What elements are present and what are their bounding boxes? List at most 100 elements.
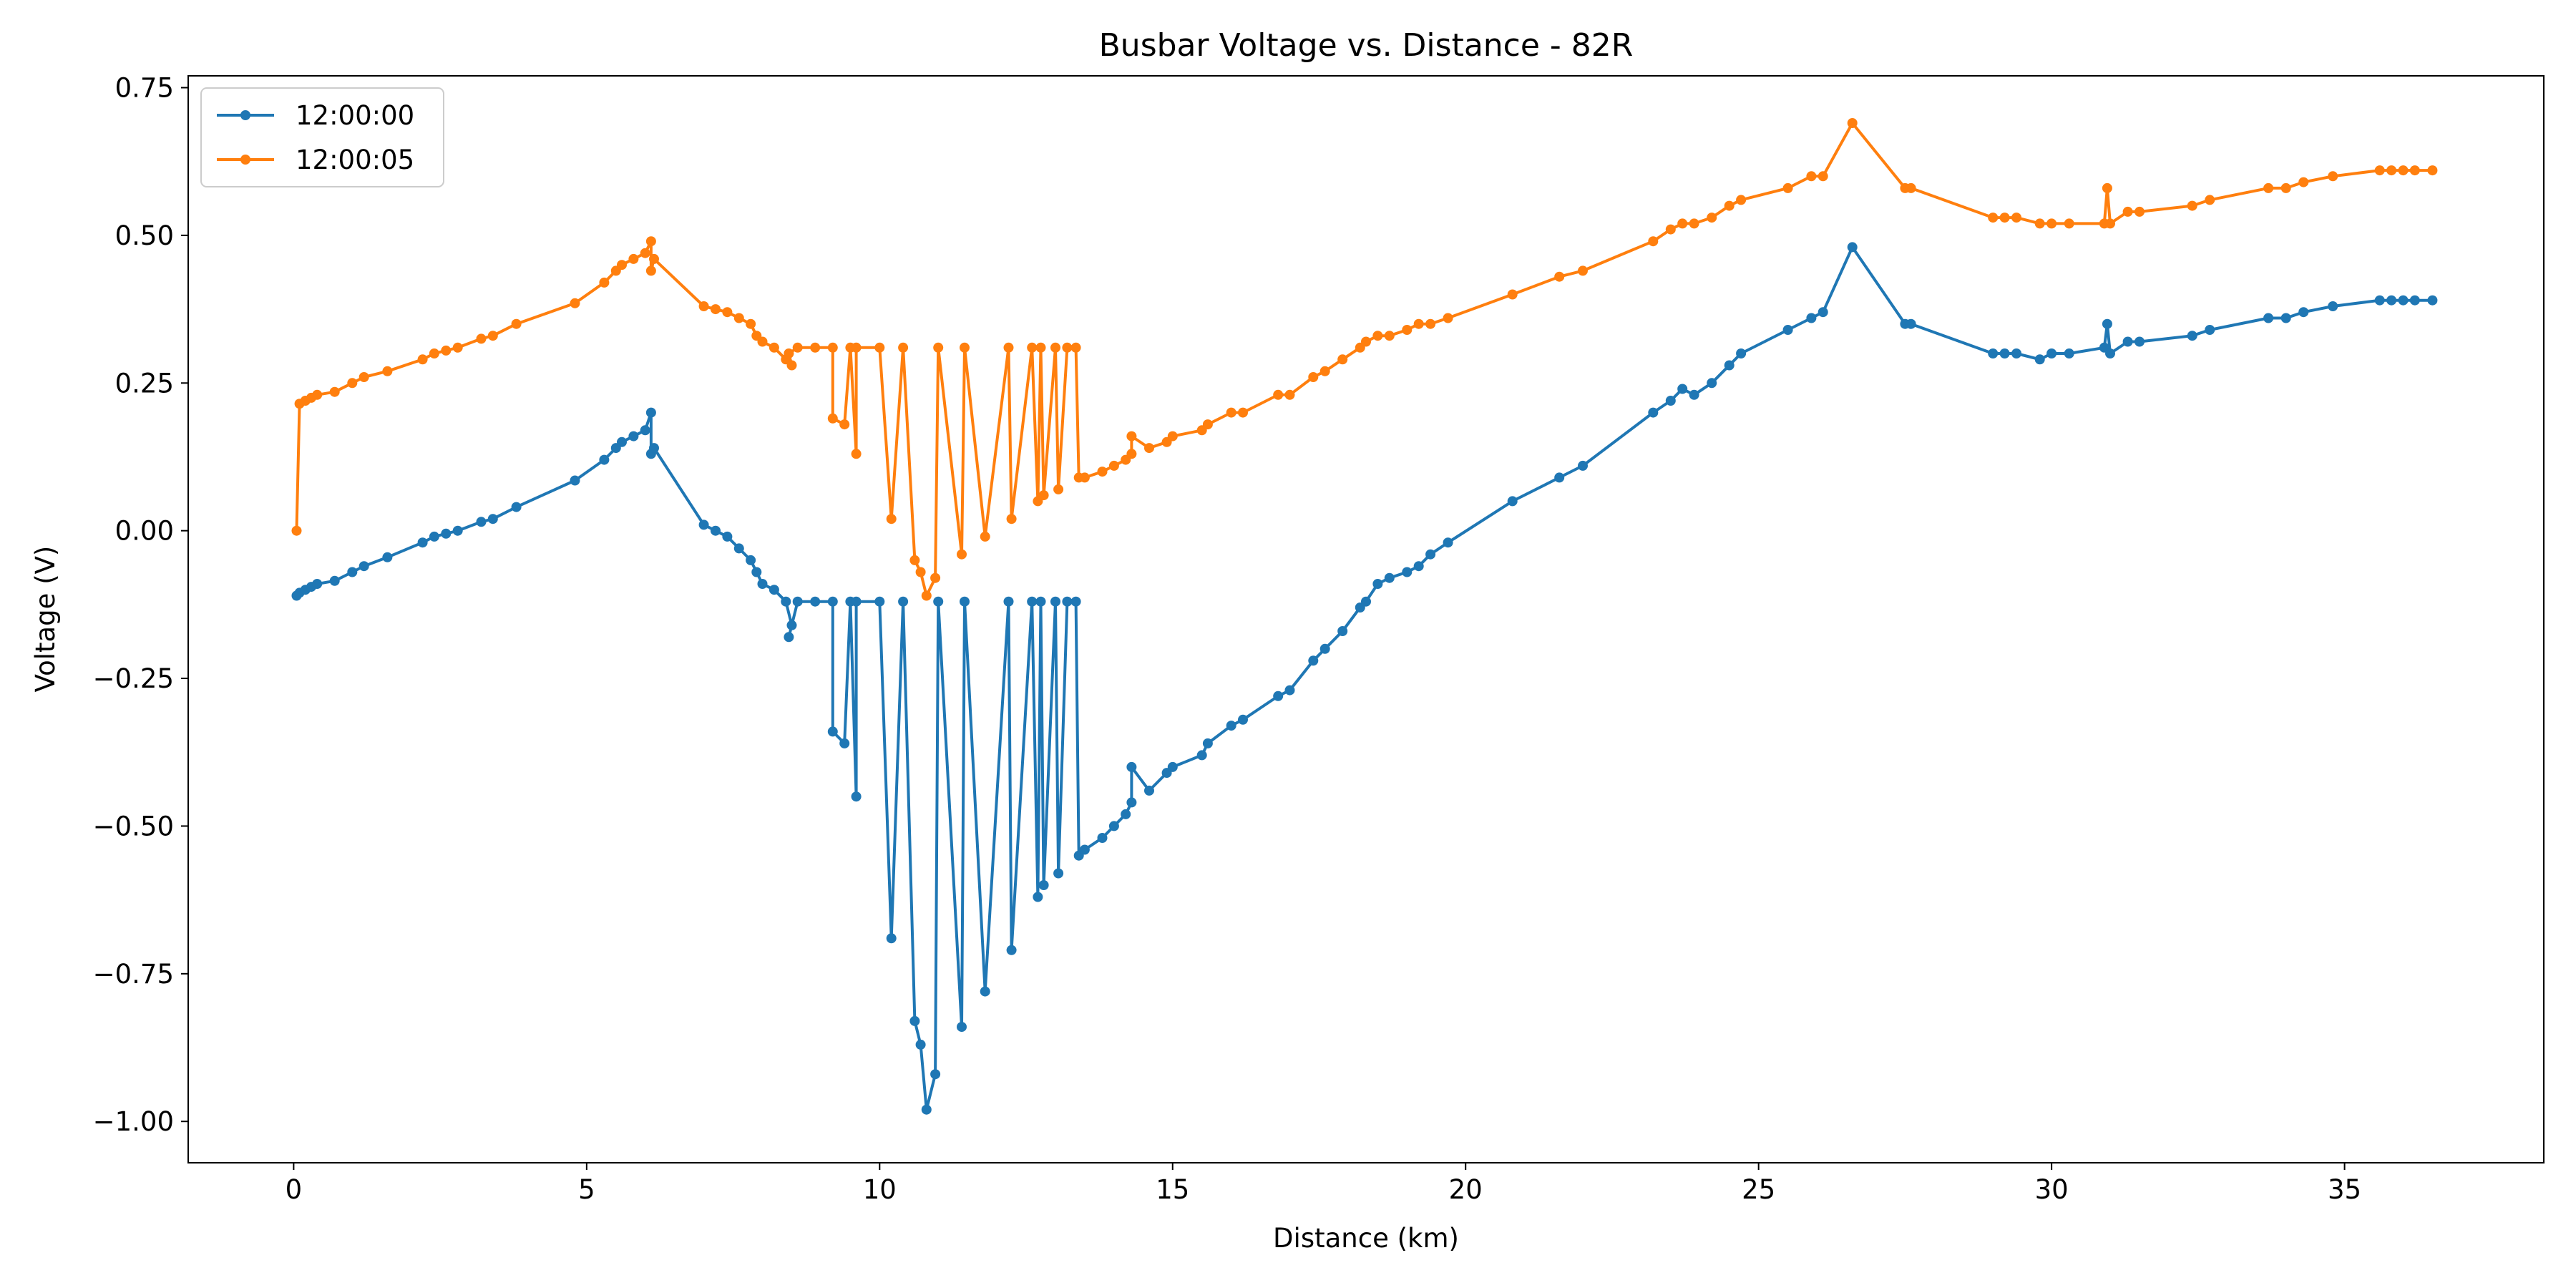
data-point <box>382 366 393 376</box>
data-point <box>1062 342 1073 353</box>
data-point <box>452 525 463 536</box>
data-point <box>1226 407 1236 418</box>
data-point <box>839 419 850 430</box>
data-point <box>2205 325 2215 335</box>
data-point <box>1337 354 1348 365</box>
legend-swatch-marker <box>240 110 250 120</box>
data-point <box>1372 331 1383 341</box>
data-point <box>2122 336 2133 347</box>
data-point <box>2280 182 2291 193</box>
data-point <box>874 596 885 607</box>
x-axis-label: Distance (km) <box>1273 1223 1459 1254</box>
data-point <box>1033 892 1043 902</box>
data-point <box>1443 313 1453 323</box>
data-point <box>1196 750 1207 761</box>
data-point <box>960 342 970 353</box>
data-point <box>452 342 463 353</box>
data-point <box>2298 307 2309 318</box>
data-point <box>1097 833 1108 843</box>
data-point <box>1413 561 1424 572</box>
data-point <box>2374 295 2385 306</box>
data-point <box>1006 514 1017 525</box>
data-point <box>1038 880 1049 890</box>
data-point <box>1050 342 1060 353</box>
data-point <box>2064 218 2074 229</box>
legend-entry-label: 12:00:05 <box>296 145 414 175</box>
data-point <box>1038 490 1049 501</box>
data-point <box>649 253 659 264</box>
data-point <box>617 260 627 270</box>
data-point <box>1425 549 1436 560</box>
data-point <box>2280 313 2291 323</box>
data-point <box>2328 301 2338 311</box>
data-point <box>1689 389 1699 400</box>
data-point <box>827 342 838 353</box>
data-point <box>851 342 862 353</box>
data-point <box>746 555 756 565</box>
x-tick-label: 5 <box>578 1174 595 1205</box>
data-point <box>930 572 941 583</box>
data-point <box>1999 348 2010 358</box>
data-point <box>1806 171 1817 182</box>
data-point <box>1308 655 1319 666</box>
data-point <box>1648 236 1659 247</box>
data-point <box>640 425 650 436</box>
data-point <box>1818 171 1828 182</box>
legend: 12:00:00 12:00:05 <box>200 87 444 187</box>
data-point <box>1202 738 1213 748</box>
y-axis-label: Voltage (V) <box>30 546 61 693</box>
data-point <box>429 531 439 542</box>
data-point <box>915 1039 926 1050</box>
data-point <box>1999 213 2010 223</box>
data-point <box>649 443 659 454</box>
data-point <box>382 552 393 562</box>
data-point <box>733 543 744 554</box>
data-point <box>839 738 850 748</box>
data-point <box>1167 761 1178 772</box>
data-point <box>1284 685 1295 696</box>
data-point <box>874 342 885 353</box>
data-point <box>2398 165 2409 176</box>
data-point <box>1554 271 1565 282</box>
data-point <box>898 596 909 607</box>
data-point <box>957 549 967 560</box>
data-point <box>2298 177 2309 187</box>
data-point <box>1988 213 1999 223</box>
data-point <box>1665 224 1676 235</box>
data-point <box>1053 484 1064 494</box>
data-point <box>898 342 909 353</box>
data-point <box>698 301 709 311</box>
data-point <box>827 413 838 424</box>
data-point <box>733 313 744 323</box>
data-point <box>570 298 580 308</box>
data-point <box>2427 165 2438 176</box>
data-point <box>2046 218 2057 229</box>
data-point <box>1425 318 1436 329</box>
data-point <box>784 632 794 643</box>
data-point <box>1402 567 1413 577</box>
y-tick-label: 0.75 <box>115 73 174 104</box>
data-point <box>1167 431 1178 441</box>
data-point <box>329 386 340 397</box>
data-point <box>1988 348 1999 358</box>
data-point <box>1906 182 1916 193</box>
chart-title: Busbar Voltage vs. Distance - 82R <box>1099 27 1634 64</box>
data-point <box>487 514 498 525</box>
data-point <box>980 531 990 542</box>
data-point <box>1818 307 1828 318</box>
data-point <box>1126 761 1137 772</box>
data-point <box>769 585 779 595</box>
series-2 <box>291 118 2438 601</box>
y-axis: 0.75 0.50 0.25 0.00 −0.25 −0.50 −0.75 −1.00 <box>93 73 188 1137</box>
data-point <box>1847 118 1858 128</box>
y-tick-label: −0.25 <box>93 663 174 694</box>
data-point <box>851 596 862 607</box>
x-tick-label: 0 <box>286 1174 303 1205</box>
data-point <box>886 933 897 944</box>
data-point <box>2135 336 2145 347</box>
plot-area <box>187 75 2545 1163</box>
data-point <box>1273 389 1284 400</box>
x-tick-label: 25 <box>1742 1174 1775 1205</box>
data-point <box>1070 596 1081 607</box>
data-point <box>757 336 768 347</box>
